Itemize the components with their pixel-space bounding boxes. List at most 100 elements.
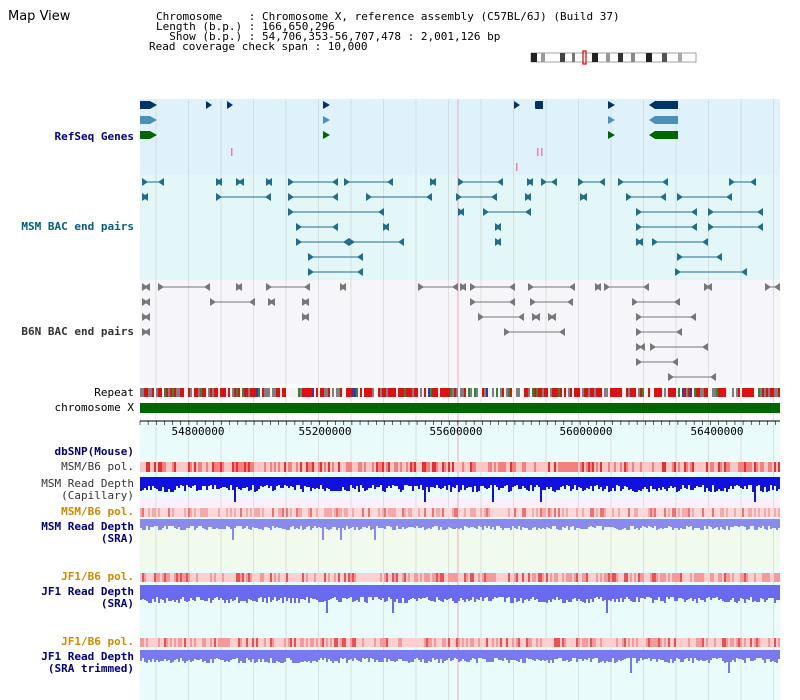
track-label-dbsnp[interactable]: dbSNP(Mouse) bbox=[54, 445, 134, 458]
msm-depth-sra-bar bbox=[378, 519, 380, 528]
msm-depth-sra-bar bbox=[302, 519, 304, 530]
jf1-depth-sra-bar bbox=[334, 585, 336, 597]
track-label-b6n-bac[interactable]: B6N BAC end pairs bbox=[21, 325, 134, 338]
jf1-depth-trimmed-bar bbox=[556, 650, 558, 659]
repeat-segment bbox=[496, 388, 498, 397]
track-label-refseq[interactable]: RefSeq Genes bbox=[54, 130, 134, 143]
msm-depth-capillary-bar bbox=[602, 477, 604, 491]
msm-depth-capillary-bar bbox=[156, 477, 158, 489]
jf1-pol-strip bbox=[268, 573, 270, 582]
jf1-depth-sra-bar bbox=[418, 585, 420, 598]
msm-depth-capillary-bar bbox=[398, 477, 400, 489]
msm-pol-strip bbox=[190, 462, 192, 472]
jf1-depth-sra-bar bbox=[692, 585, 694, 601]
jf1-depth-sra-bar bbox=[560, 585, 562, 599]
msm-pol2-strip bbox=[548, 508, 550, 517]
msm-pol2-strip bbox=[162, 508, 164, 517]
jf1-pol-strip bbox=[308, 573, 310, 582]
msm-depth-capillary-bar bbox=[598, 477, 600, 489]
msm-pol-strip bbox=[280, 462, 282, 472]
msm-bac-pair-end bbox=[708, 208, 714, 216]
jf1-pol-strip bbox=[378, 573, 380, 582]
msm-depth-sra-bar bbox=[308, 519, 310, 526]
msm-pol2-strip bbox=[452, 508, 454, 517]
jf1-depth-sra-bar bbox=[376, 585, 378, 597]
msm-depth-capillary-bar bbox=[422, 477, 424, 490]
b6n-bac-pair-end bbox=[249, 298, 255, 306]
msm-pol2-strip bbox=[368, 508, 370, 517]
coverage-span-info: Read coverage check span : 10,000 bbox=[149, 40, 368, 53]
msm-depth-sra-bar bbox=[758, 519, 760, 527]
msm-depth-capillary-bar bbox=[662, 477, 664, 487]
jf1-depth-trimmed-bar bbox=[564, 650, 566, 661]
msm-depth-sra-bar bbox=[434, 519, 436, 526]
msm-pol2-strip bbox=[596, 508, 598, 517]
jf1-pol2-strip bbox=[334, 638, 336, 647]
repeat-segment bbox=[436, 388, 438, 397]
msm-depth-sra-bar bbox=[620, 519, 622, 530]
msm-pol-strip bbox=[302, 462, 304, 472]
msm-pol2-strip bbox=[402, 508, 404, 517]
jf1-pol2-strip bbox=[318, 638, 320, 647]
repeat-segment bbox=[230, 388, 232, 397]
jf1-depth-sra-bar bbox=[248, 585, 250, 599]
msm-pol2-strip bbox=[664, 508, 666, 517]
jf1-depth-trimmed-bar bbox=[184, 650, 186, 663]
msm-pol2-strip bbox=[682, 508, 684, 517]
repeat-segment bbox=[322, 388, 324, 397]
jf1-pol2-strip bbox=[504, 638, 506, 647]
msm-pol2-strip bbox=[592, 508, 594, 517]
jf1-depth-trimmed-bar bbox=[304, 650, 306, 661]
repeat-segment bbox=[328, 388, 330, 397]
msm-depth-capillary-bar bbox=[240, 477, 242, 490]
jf1-depth-trimmed-bar bbox=[346, 650, 348, 663]
msm-pol2-strip bbox=[506, 508, 508, 517]
jf1-depth-trimmed-bar bbox=[296, 650, 298, 663]
msm-depth-sra-bar bbox=[406, 519, 408, 528]
repeat-segment bbox=[678, 388, 680, 397]
jf1-pol-strip bbox=[560, 573, 562, 582]
b6n-bac-pair-end bbox=[668, 373, 674, 381]
msm-pol2-strip bbox=[732, 508, 734, 517]
jf1-depth-trimmed-bar bbox=[316, 650, 318, 662]
msm-depth-capillary-bar bbox=[728, 477, 730, 489]
msm-depth-sra-bar bbox=[654, 519, 656, 526]
jf1-depth-trimmed-bar bbox=[358, 650, 360, 661]
msm-depth-capillary-bar bbox=[206, 477, 208, 490]
msm-depth-sra-bar bbox=[584, 519, 586, 529]
msm-bac-pair-end bbox=[652, 238, 658, 246]
msm-pol2-strip bbox=[476, 508, 478, 517]
repeat-segment bbox=[540, 388, 542, 397]
jf1-pol-strip bbox=[536, 573, 538, 582]
msm-pol2-strip bbox=[494, 508, 496, 517]
jf1-pol-strip bbox=[622, 573, 624, 582]
jf1-depth-sra-bar bbox=[346, 585, 348, 599]
jf1-pol2-strip bbox=[418, 638, 420, 647]
msm-pol-strip bbox=[174, 462, 176, 472]
msm-pol-strip bbox=[296, 462, 298, 472]
jf1-depth-trimmed-bar bbox=[238, 650, 240, 663]
jf1-pol2-strip bbox=[754, 638, 756, 647]
msm-pol-strip bbox=[552, 462, 554, 472]
jf1-depth-sra-bar bbox=[294, 585, 296, 603]
jf1-pol-strip bbox=[638, 573, 640, 582]
jf1-pol2-strip bbox=[344, 638, 346, 647]
jf1-depth-sra-bar bbox=[260, 585, 262, 597]
repeat-segment bbox=[416, 388, 418, 397]
msm-depth-capillary-bar bbox=[764, 477, 766, 487]
msm-depth-capillary-bar bbox=[512, 477, 514, 487]
repeat-segment bbox=[390, 388, 392, 397]
repeat-segment bbox=[218, 388, 220, 397]
b6n-bac-pair-end bbox=[636, 328, 642, 336]
jf1-depth-trimmed-bar bbox=[416, 650, 418, 658]
msm-depth-capillary-bar bbox=[434, 477, 436, 488]
jf1-depth-trimmed-bar bbox=[422, 650, 424, 659]
jf1-pol-strip bbox=[206, 573, 208, 582]
msm-depth-sra-bar bbox=[662, 519, 664, 529]
msm-pol2-strip bbox=[184, 508, 186, 517]
msm-depth-capillary-bar bbox=[498, 477, 500, 490]
track-label-msm-bac[interactable]: MSM BAC end pairs bbox=[21, 220, 134, 233]
jf1-depth-sra-bar bbox=[488, 585, 490, 601]
jf1-depth-trimmed-bar bbox=[484, 650, 486, 659]
